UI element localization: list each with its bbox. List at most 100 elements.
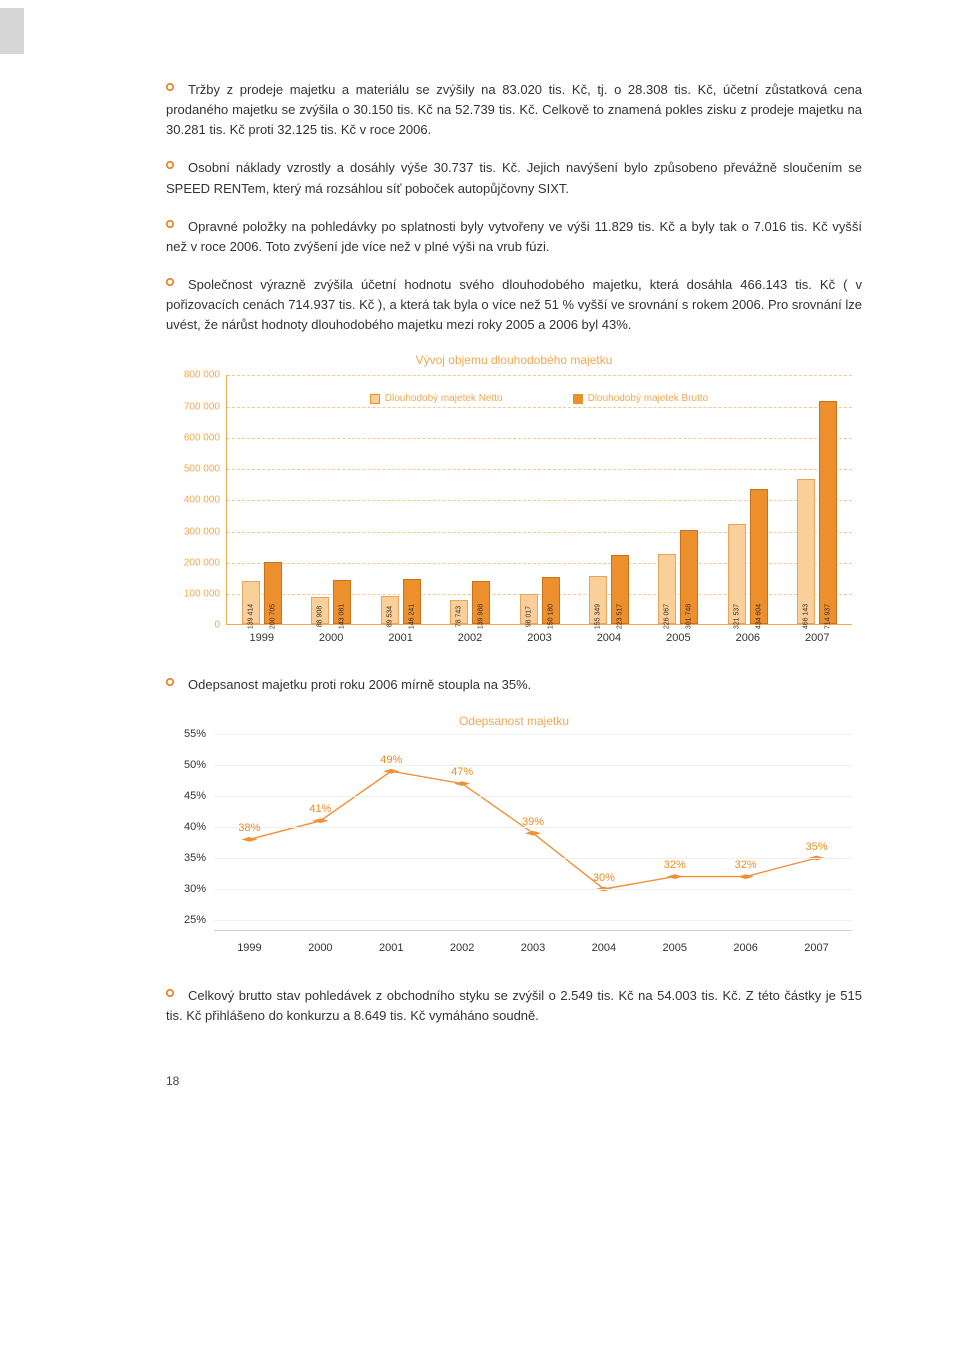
bar-xlabel: 2000 bbox=[307, 632, 355, 644]
line-xlabel: 2002 bbox=[432, 942, 492, 954]
line-xlabel: 2003 bbox=[503, 942, 563, 954]
bar-chart-plot: 139 414200 705199988 908143 081200089 53… bbox=[226, 375, 852, 625]
bar-brutto: 301 748 bbox=[680, 530, 698, 624]
line-point-label: 38% bbox=[238, 822, 260, 834]
line-ytick: 30% bbox=[166, 883, 206, 895]
bar-group: 226 067301 748 bbox=[654, 530, 702, 624]
bar-ytick: 700 000 bbox=[166, 401, 220, 412]
bullet-icon bbox=[166, 989, 174, 997]
bar-netto: 321 537 bbox=[728, 524, 746, 624]
bar-brutto: 139 988 bbox=[472, 581, 490, 625]
line-ytick: 35% bbox=[166, 852, 206, 864]
line-point-label: 39% bbox=[522, 816, 544, 828]
line-xlabel: 2005 bbox=[645, 942, 705, 954]
bar-xlabel: 2007 bbox=[793, 632, 841, 644]
bullet-icon bbox=[166, 678, 174, 686]
bar-netto: 78 743 bbox=[450, 600, 468, 625]
bar-ytick: 600 000 bbox=[166, 432, 220, 443]
bar-netto: 155 349 bbox=[589, 576, 607, 625]
bar-group: 466 143714 937 bbox=[793, 401, 841, 624]
bar-chart-title: Vývoj objemu dlouhodobého majetku bbox=[166, 353, 862, 367]
line-xlabel: 1999 bbox=[219, 942, 279, 954]
bullet-icon bbox=[166, 220, 174, 228]
bar-xlabel: 1999 bbox=[238, 632, 286, 644]
side-tab bbox=[0, 8, 24, 54]
legend-brutto: Dlouhodobý majetek Brutto bbox=[588, 393, 709, 404]
bullet-text: Odepsanost majetku proti roku 2006 mírně… bbox=[166, 675, 862, 695]
bullet-4: Společnost výrazně zvýšila účetní hodnot… bbox=[166, 275, 862, 335]
bullet-1: Tržby z prodeje majetku a materiálu se z… bbox=[166, 80, 862, 140]
page-content: Tržby z prodeje majetku a materiálu se z… bbox=[0, 0, 960, 1138]
bar-ytick: 400 000 bbox=[166, 495, 220, 506]
legend-netto: Dlouhodobý majetek Netto bbox=[385, 393, 503, 404]
bar-ytick: 800 000 bbox=[166, 370, 220, 381]
bar-netto: 226 067 bbox=[658, 554, 676, 625]
bar-group: 78 743139 988 bbox=[446, 581, 494, 625]
bar-group: 139 414200 705 bbox=[238, 562, 286, 625]
bullet-text: Společnost výrazně zvýšila účetní hodnot… bbox=[166, 275, 862, 335]
line-point-label: 32% bbox=[664, 859, 686, 871]
line-xlabel: 2001 bbox=[361, 942, 421, 954]
bullet-end: Celkový brutto stav pohledávek z obchodn… bbox=[166, 986, 862, 1026]
bullet-mid: Odepsanost majetku proti roku 2006 mírně… bbox=[166, 675, 862, 695]
bar-xlabel: 2003 bbox=[516, 632, 564, 644]
bullet-icon bbox=[166, 83, 174, 91]
bullet-2: Osobní náklady vzrostly a dosáhly výše 3… bbox=[166, 158, 862, 198]
line-point-label: 47% bbox=[451, 766, 473, 778]
line-ytick: 45% bbox=[166, 790, 206, 802]
bar-ytick: 0 bbox=[166, 620, 220, 631]
bar-netto: 466 143 bbox=[797, 479, 815, 625]
bar-ytick: 100 000 bbox=[166, 589, 220, 600]
bar-ytick: 300 000 bbox=[166, 526, 220, 537]
bar-chart-legend: Dlouhodobý majetek Netto Dlouhodobý maje… bbox=[226, 393, 852, 404]
bar-netto: 89 534 bbox=[381, 596, 399, 624]
line-xlabel: 2000 bbox=[290, 942, 350, 954]
bullet-3: Opravné položky na pohledávky po splatno… bbox=[166, 217, 862, 257]
bar-netto: 88 908 bbox=[311, 597, 329, 625]
line-ytick: 25% bbox=[166, 914, 206, 926]
bar-brutto: 146 241 bbox=[403, 579, 421, 625]
bar-group: 89 534146 241 bbox=[377, 579, 425, 625]
bar-group: 98 017150 180 bbox=[516, 577, 564, 624]
line-chart-plot: 19992000200120022003200420052006200738%4… bbox=[214, 734, 852, 920]
bar-xlabel: 2005 bbox=[654, 632, 702, 644]
line-xlabel: 2007 bbox=[787, 942, 847, 954]
page-number: 18 bbox=[166, 1074, 862, 1088]
line-ytick: 50% bbox=[166, 759, 206, 771]
bar-group: 155 349223 517 bbox=[585, 555, 633, 625]
bar-chart-container: Vývoj objemu dlouhodobého majetku 139 41… bbox=[166, 353, 862, 653]
line-point-label: 41% bbox=[309, 804, 331, 816]
line-ytick: 40% bbox=[166, 821, 206, 833]
bar-group: 321 537434 604 bbox=[724, 489, 772, 625]
bar-xlabel: 2006 bbox=[724, 632, 772, 644]
bullet-icon bbox=[166, 278, 174, 286]
bar-xlabel: 2002 bbox=[446, 632, 494, 644]
bar-brutto: 150 180 bbox=[542, 577, 560, 624]
bullet-text: Osobní náklady vzrostly a dosáhly výše 3… bbox=[166, 158, 862, 198]
bullet-text: Tržby z prodeje majetku a materiálu se z… bbox=[166, 80, 862, 140]
bar-xlabel: 2004 bbox=[585, 632, 633, 644]
bullet-text: Celkový brutto stav pohledávek z obchodn… bbox=[166, 986, 862, 1026]
bar-brutto: 223 517 bbox=[611, 555, 629, 625]
bar-brutto: 714 937 bbox=[819, 401, 837, 624]
line-point-label: 35% bbox=[806, 841, 828, 853]
line-point-label: 49% bbox=[380, 754, 402, 766]
bar-netto: 139 414 bbox=[242, 581, 260, 625]
line-xlabel: 2004 bbox=[574, 942, 634, 954]
line-chart-title: Odepsanost majetku bbox=[166, 714, 862, 728]
line-point-label: 32% bbox=[735, 859, 757, 871]
bar-netto: 98 017 bbox=[520, 594, 538, 625]
line-xlabel: 2006 bbox=[716, 942, 776, 954]
bar-ytick: 200 000 bbox=[166, 557, 220, 568]
bar-group: 88 908143 081 bbox=[307, 580, 355, 625]
bullet-text: Opravné položky na pohledávky po splatno… bbox=[166, 217, 862, 257]
bar-brutto: 143 081 bbox=[333, 580, 351, 625]
line-point-label: 30% bbox=[593, 872, 615, 884]
bar-ytick: 500 000 bbox=[166, 464, 220, 475]
bar-brutto: 200 705 bbox=[264, 562, 282, 625]
line-ytick: 55% bbox=[166, 728, 206, 740]
bar-xlabel: 2001 bbox=[377, 632, 425, 644]
line-chart-container: Odepsanost majetku 199920002001200220032… bbox=[166, 714, 862, 964]
bar-brutto: 434 604 bbox=[750, 489, 768, 625]
bullet-icon bbox=[166, 161, 174, 169]
